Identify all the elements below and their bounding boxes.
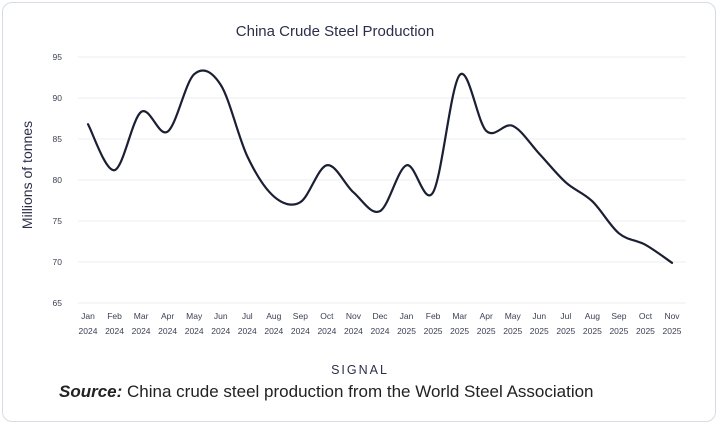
source-text: China crude steel production from the Wo… [122,382,594,401]
x-tick-month: Jan [81,311,95,321]
x-tick-year: 2024 [238,326,257,336]
x-tick-year: 2025 [477,326,496,336]
x-tick-year: 2024 [317,326,336,336]
x-tick-year: 2025 [530,326,549,336]
x-tick-year: 2025 [503,326,522,336]
x-tick-month: Jun [532,311,546,321]
y-tick-label: 70 [53,257,63,267]
x-tick-month: Feb [426,311,441,321]
x-tick-year: 2024 [344,326,363,336]
x-tick-month: Oct [639,311,653,321]
chart-card [2,2,716,422]
y-tick-label: 95 [53,52,63,62]
x-tick-month: Mar [134,311,149,321]
y-axis-label: Millions of tonnes [19,121,35,229]
x-tick-year: 2025 [636,326,655,336]
x-tick-year: 2024 [158,326,177,336]
x-tick-month: Aug [585,311,600,321]
x-tick-year: 2025 [397,326,416,336]
y-tick-label: 75 [53,216,63,226]
x-tick-year: 2024 [211,326,230,336]
x-tick-year: 2025 [663,326,682,336]
x-tick-month: Dec [372,311,388,321]
x-tick-year: 2024 [105,326,124,336]
x-tick-year: 2024 [79,326,98,336]
x-tick-month: Jul [560,311,571,321]
x-tick-year: 2025 [609,326,628,336]
x-tick-year: 2024 [185,326,204,336]
x-tick-month: Aug [266,311,281,321]
x-tick-month: Jul [242,311,253,321]
x-tick-year: 2025 [450,326,469,336]
x-tick-month: Mar [452,311,467,321]
y-tick-label: 65 [53,298,63,308]
series-line [86,69,674,264]
x-tick-month: Oct [320,311,334,321]
y-tick-label: 90 [53,93,63,103]
source-note: Source: China crude steel production fro… [59,382,594,402]
x-tick-year: 2025 [583,326,602,336]
x-tick-year: 2024 [264,326,283,336]
x-tick-month: Feb [107,311,122,321]
source-label: Source: [59,382,123,401]
x-tick-month: Nov [664,311,680,321]
x-tick-month: Sep [293,311,308,321]
x-tick-year: 2024 [132,326,151,336]
x-tick-year: 2025 [424,326,443,336]
x-tick-year: 2024 [371,326,390,336]
y-tick-label: 85 [53,134,63,144]
x-tick-year: 2024 [291,326,310,336]
x-tick-month: Apr [161,311,174,321]
x-tick-month: Sep [611,311,626,321]
x-tick-month: Apr [480,311,493,321]
x-tick-month: Nov [346,311,362,321]
x-tick-month: May [505,311,522,321]
brand-logo: SIGNAL [331,363,389,377]
x-tick-year: 2025 [556,326,575,336]
x-tick-month: May [186,311,203,321]
x-tick-month: Jun [214,311,228,321]
x-tick-month: Jan [400,311,414,321]
y-tick-label: 80 [53,175,63,185]
chart-title: China Crude Steel Production [236,23,434,40]
